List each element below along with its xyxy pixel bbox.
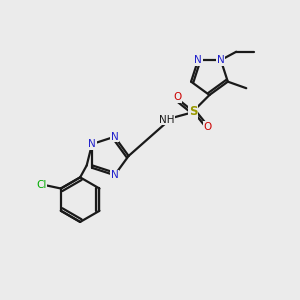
Text: O: O	[203, 122, 212, 132]
Text: O: O	[173, 92, 182, 102]
Text: N: N	[111, 132, 119, 142]
Text: N: N	[88, 139, 96, 149]
Text: S: S	[189, 105, 197, 118]
Text: NH: NH	[159, 115, 174, 125]
Text: N: N	[111, 170, 119, 180]
Text: N: N	[217, 55, 225, 65]
Text: Cl: Cl	[36, 180, 47, 190]
Text: N: N	[194, 55, 202, 65]
